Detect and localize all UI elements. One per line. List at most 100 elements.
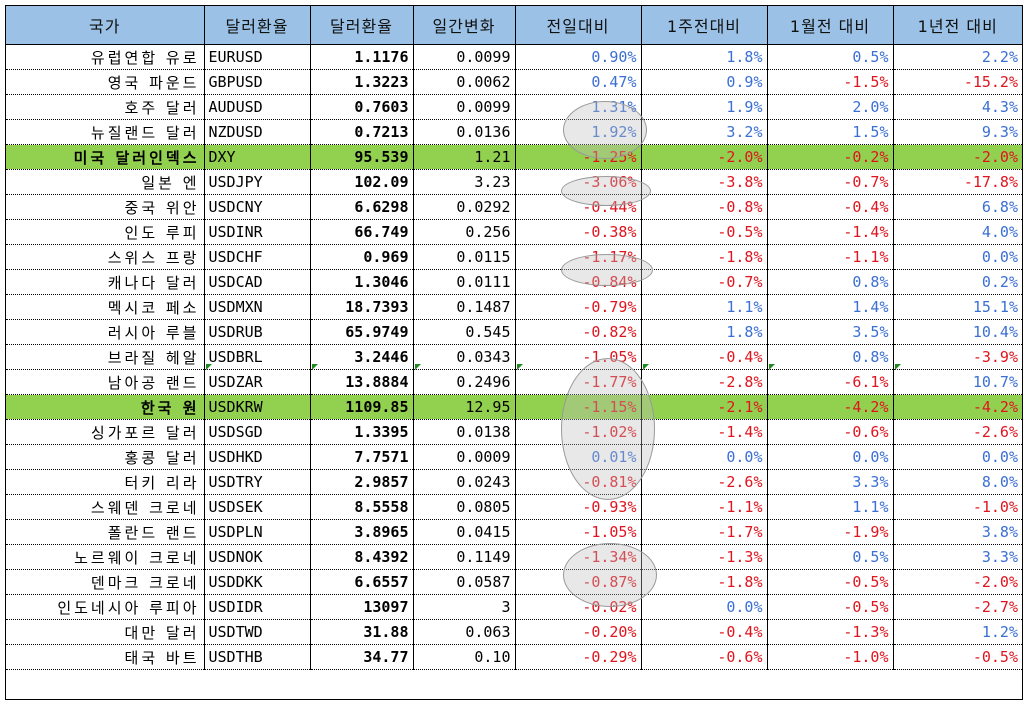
cell-change-vs-1-month[interactable]: 0.8% — [767, 269, 894, 295]
cell-change-vs-1-week[interactable]: -0.6% — [641, 644, 768, 670]
cell-change-vs-1-year[interactable]: -3.9% — [893, 344, 1022, 370]
cell-change-vs-1-week[interactable]: -1.8% — [641, 244, 768, 270]
cell-change-vs-1-week[interactable]: 0.9% — [641, 69, 768, 95]
cell-currency-code[interactable]: USDBRL — [204, 344, 311, 370]
cell-change-vs-1-month[interactable]: -1.9% — [767, 519, 894, 545]
cell-usd-rate[interactable]: 8.4392 — [310, 544, 414, 570]
cell-change-vs-1-week[interactable]: -2.8% — [641, 369, 768, 395]
cell-change-vs-1-month[interactable]: -0.5% — [767, 594, 894, 620]
cell-change-vs-prev-day[interactable]: -1.05% — [515, 344, 642, 370]
cell-usd-rate[interactable]: 0.7603 — [310, 94, 414, 120]
cell-change-vs-1-week[interactable]: -1.8% — [641, 569, 768, 595]
cell-usd-rate[interactable]: 2.9857 — [310, 469, 414, 495]
cell-daily-change[interactable]: 0.0415 — [413, 519, 516, 545]
cell-change-vs-1-week[interactable]: -0.8% — [641, 194, 768, 220]
cell-change-vs-1-week[interactable]: 0.0% — [641, 594, 768, 620]
cell-change-vs-prev-day[interactable]: -0.82% — [515, 319, 642, 345]
cell-change-vs-1-month[interactable]: 3.3% — [767, 469, 894, 495]
cell-currency-code[interactable]: USDSEK — [204, 494, 311, 520]
cell-change-vs-1-week[interactable]: -2.0% — [641, 144, 768, 170]
cell-usd-rate[interactable]: 6.6557 — [310, 569, 414, 595]
cell-currency-code[interactable]: NZDUSD — [204, 119, 311, 145]
header-vs-1-year[interactable]: 1년전 대비 — [893, 6, 1022, 45]
cell-usd-rate[interactable]: 34.77 — [310, 644, 414, 670]
cell-daily-change[interactable]: 0.1487 — [413, 294, 516, 320]
cell-change-vs-1-year[interactable]: -2.6% — [893, 419, 1022, 445]
cell-country-name[interactable]: 러시아 루블 — [6, 319, 205, 345]
cell-usd-rate[interactable]: 6.6298 — [310, 194, 414, 220]
cell-daily-change[interactable]: 1.21 — [413, 144, 516, 170]
cell-change-vs-1-week[interactable]: 1.8% — [641, 44, 768, 70]
cell-change-vs-prev-day[interactable]: 0.47% — [515, 69, 642, 95]
cell-usd-rate[interactable]: 3.2446 — [310, 344, 414, 370]
cell-country-name[interactable]: 대만 달러 — [6, 619, 205, 645]
cell-change-vs-1-year[interactable]: 10.4% — [893, 319, 1022, 345]
cell-change-vs-1-week[interactable]: 1.9% — [641, 94, 768, 120]
cell-usd-rate[interactable]: 102.09 — [310, 169, 414, 195]
cell-country-name[interactable]: 미국 달러인덱스 — [6, 144, 205, 170]
cell-currency-code[interactable]: USDHKD — [204, 444, 311, 470]
cell-country-name[interactable]: 일본 엔 — [6, 169, 205, 195]
cell-change-vs-prev-day[interactable]: -1.15% — [515, 394, 642, 420]
cell-change-vs-prev-day[interactable]: -1.02% — [515, 419, 642, 445]
cell-change-vs-1-year[interactable]: 15.1% — [893, 294, 1022, 320]
cell-currency-code[interactable]: GBPUSD — [204, 69, 311, 95]
cell-daily-change[interactable]: 0.1149 — [413, 544, 516, 570]
cell-currency-code[interactable]: USDRUB — [204, 319, 311, 345]
header-vs-1-week[interactable]: 1주전대비 — [641, 6, 768, 45]
cell-country-name[interactable]: 뉴질랜드 달러 — [6, 119, 205, 145]
cell-usd-rate[interactable]: 1.1176 — [310, 44, 414, 70]
cell-usd-rate[interactable]: 18.7393 — [310, 294, 414, 320]
cell-daily-change[interactable]: 0.0243 — [413, 469, 516, 495]
cell-usd-rate[interactable]: 13097 — [310, 594, 414, 620]
cell-change-vs-prev-day[interactable]: -1.05% — [515, 519, 642, 545]
cell-country-name[interactable]: 태국 바트 — [6, 644, 205, 670]
cell-change-vs-1-month[interactable]: -1.0% — [767, 644, 894, 670]
cell-change-vs-prev-day[interactable]: -1.25% — [515, 144, 642, 170]
cell-change-vs-prev-day[interactable]: -0.81% — [515, 469, 642, 495]
cell-country-name[interactable]: 인도네시아 루피아 — [6, 594, 205, 620]
cell-change-vs-prev-day[interactable]: -1.17% — [515, 244, 642, 270]
cell-usd-rate[interactable]: 0.969 — [310, 244, 414, 270]
cell-daily-change[interactable]: 0.0587 — [413, 569, 516, 595]
cell-currency-code[interactable]: USDDKK — [204, 569, 311, 595]
cell-change-vs-1-month[interactable]: 2.0% — [767, 94, 894, 120]
cell-change-vs-1-week[interactable]: -3.8% — [641, 169, 768, 195]
cell-change-vs-prev-day[interactable]: -0.29% — [515, 644, 642, 670]
cell-change-vs-1-month[interactable]: -0.7% — [767, 169, 894, 195]
cell-country-name[interactable]: 스위스 프랑 — [6, 244, 205, 270]
cell-currency-code[interactable]: USDNOK — [204, 544, 311, 570]
header-code[interactable]: 달러환율 — [204, 6, 311, 45]
cell-country-name[interactable]: 중국 위안 — [6, 194, 205, 220]
cell-daily-change[interactable]: 12.95 — [413, 394, 516, 420]
cell-change-vs-1-week[interactable]: -1.1% — [641, 494, 768, 520]
cell-change-vs-prev-day[interactable]: -3.06% — [515, 169, 642, 195]
cell-change-vs-1-week[interactable]: -1.4% — [641, 419, 768, 445]
cell-currency-code[interactable]: USDTHB — [204, 644, 311, 670]
cell-change-vs-1-year[interactable]: 10.7% — [893, 369, 1022, 395]
cell-country-name[interactable]: 멕시코 페소 — [6, 294, 205, 320]
cell-change-vs-1-year[interactable]: 4.0% — [893, 219, 1022, 245]
cell-daily-change[interactable]: 0.545 — [413, 319, 516, 345]
cell-usd-rate[interactable]: 0.7213 — [310, 119, 414, 145]
cell-change-vs-1-year[interactable]: 1.2% — [893, 619, 1022, 645]
cell-change-vs-1-week[interactable]: -0.4% — [641, 344, 768, 370]
cell-change-vs-1-month[interactable]: -6.1% — [767, 369, 894, 395]
header-vs-1-month[interactable]: 1월전 대비 — [767, 6, 894, 45]
cell-change-vs-1-week[interactable]: 3.2% — [641, 119, 768, 145]
cell-change-vs-1-month[interactable]: 0.8% — [767, 344, 894, 370]
cell-change-vs-prev-day[interactable]: 1.31% — [515, 94, 642, 120]
cell-usd-rate[interactable]: 1.3223 — [310, 69, 414, 95]
cell-change-vs-prev-day[interactable]: -0.44% — [515, 194, 642, 220]
cell-daily-change[interactable]: 0.0115 — [413, 244, 516, 270]
cell-daily-change[interactable]: 0.0099 — [413, 94, 516, 120]
header-rate[interactable]: 달러환율 — [310, 6, 414, 45]
cell-usd-rate[interactable]: 7.7571 — [310, 444, 414, 470]
cell-daily-change[interactable]: 0.063 — [413, 619, 516, 645]
cell-change-vs-1-month[interactable]: -0.6% — [767, 419, 894, 445]
cell-currency-code[interactable]: USDPLN — [204, 519, 311, 545]
cell-country-name[interactable]: 스웨덴 크로네 — [6, 494, 205, 520]
cell-change-vs-1-month[interactable]: 0.5% — [767, 544, 894, 570]
cell-change-vs-1-week[interactable]: -2.6% — [641, 469, 768, 495]
cell-change-vs-1-week[interactable]: -1.3% — [641, 544, 768, 570]
